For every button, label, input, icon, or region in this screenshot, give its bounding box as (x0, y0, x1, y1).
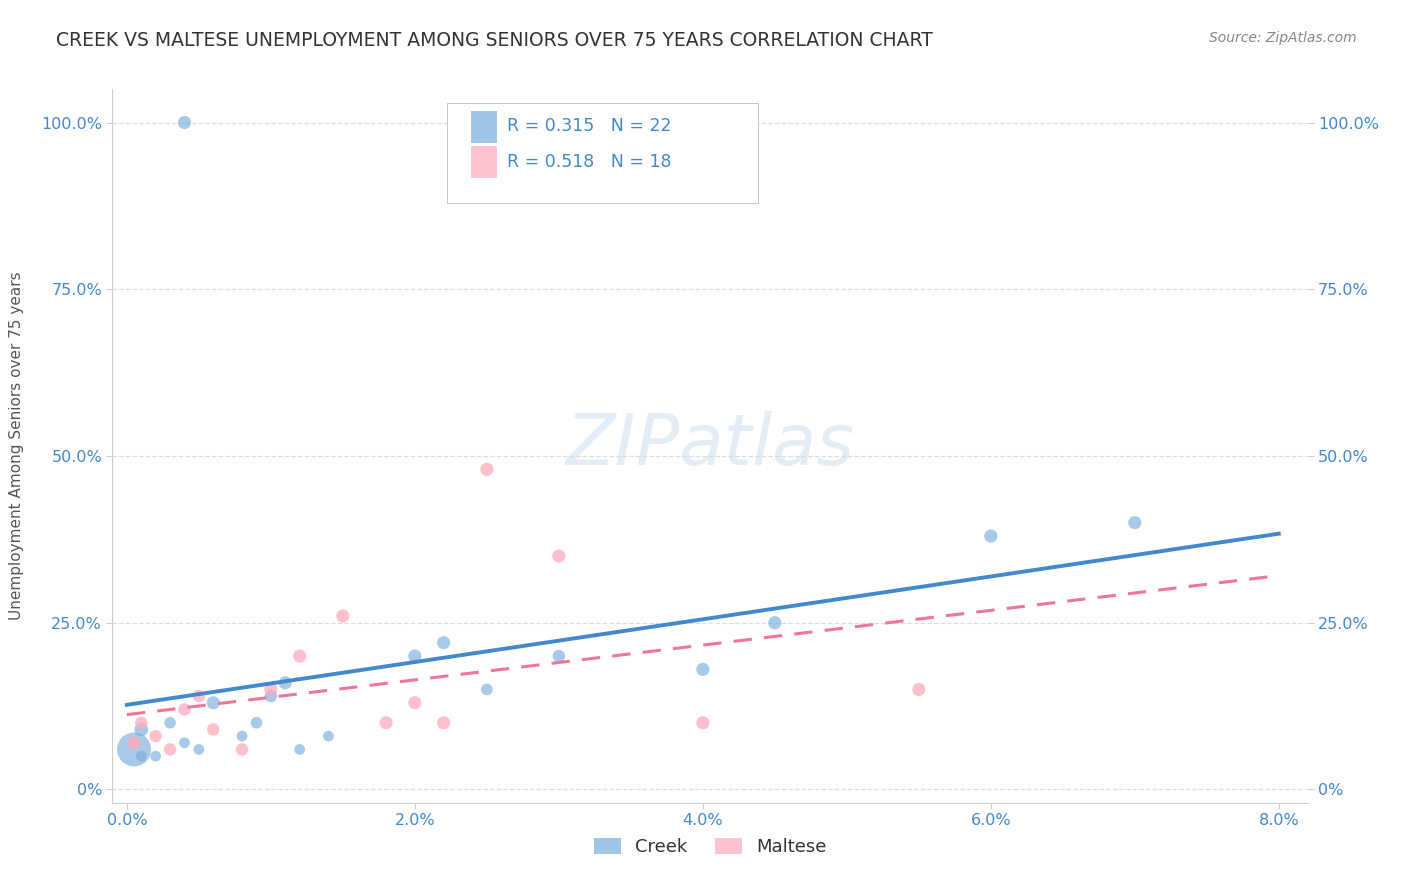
Text: R = 0.315   N = 22: R = 0.315 N = 22 (508, 118, 671, 136)
FancyBboxPatch shape (471, 146, 498, 178)
FancyBboxPatch shape (471, 111, 498, 143)
Point (907, 682, 929, 697)
Point (159, 715, 181, 730)
Point (260, 682, 283, 697)
Point (173, 702, 195, 716)
Legend: Creek, Maltese: Creek, Maltese (585, 829, 835, 865)
Point (187, 742, 209, 756)
Point (547, 549, 569, 563)
Point (763, 615, 786, 630)
Point (404, 696, 426, 710)
Text: R = 0.518   N = 18: R = 0.518 N = 18 (508, 153, 671, 171)
Point (980, 529, 1002, 543)
Point (187, 689, 209, 703)
Point (173, 115, 195, 129)
Point (245, 715, 267, 730)
Point (375, 715, 398, 730)
Y-axis label: Unemployment Among Seniors over 75 years: Unemployment Among Seniors over 75 years (10, 272, 24, 620)
Point (231, 729, 253, 743)
Text: Source: ZipAtlas.com: Source: ZipAtlas.com (1209, 31, 1357, 45)
FancyBboxPatch shape (447, 103, 758, 203)
Point (231, 742, 253, 756)
Point (129, 715, 152, 730)
Point (122, 742, 145, 756)
Point (129, 723, 152, 737)
Point (475, 682, 498, 697)
Point (122, 736, 145, 750)
Point (404, 649, 426, 664)
Point (433, 636, 456, 650)
Point (547, 649, 569, 664)
Point (202, 723, 225, 737)
Point (475, 462, 498, 476)
Point (692, 715, 714, 730)
Point (318, 729, 340, 743)
Point (332, 609, 354, 624)
Point (159, 742, 181, 756)
Point (274, 675, 297, 690)
Point (288, 742, 311, 756)
Point (288, 649, 311, 664)
Point (145, 729, 167, 743)
Point (260, 689, 283, 703)
Point (129, 749, 152, 764)
Point (145, 749, 167, 764)
Text: ZIPatlas: ZIPatlas (565, 411, 855, 481)
Point (173, 736, 195, 750)
Text: CREEK VS MALTESE UNEMPLOYMENT AMONG SENIORS OVER 75 YEARS CORRELATION CHART: CREEK VS MALTESE UNEMPLOYMENT AMONG SENI… (56, 31, 934, 50)
Point (692, 662, 714, 676)
Point (202, 696, 225, 710)
Point (433, 715, 456, 730)
Point (1123, 516, 1146, 530)
